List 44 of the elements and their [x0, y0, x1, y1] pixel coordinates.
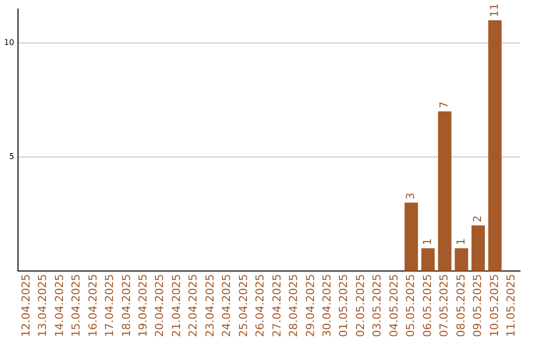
- x-tick-label: 13.04.2025: [36, 274, 50, 338]
- x-tick-label: 20.04.2025: [153, 274, 166, 338]
- x-tick-label: 09.05.2025: [471, 274, 484, 338]
- x-tick-label: 08.05.2025: [454, 274, 468, 338]
- y-tick-label: 5: [9, 152, 14, 162]
- x-tick-label: 05.05.2025: [404, 274, 418, 338]
- bar: [488, 20, 502, 272]
- bar: [471, 225, 485, 272]
- x-tick-label: 19.04.2025: [136, 274, 150, 338]
- x-tick-label: 28.04.2025: [287, 274, 300, 338]
- x-tick-label: 12.04.2025: [19, 274, 32, 338]
- x-tick-label: 14.04.2025: [52, 274, 66, 338]
- x-tick-label: 10.05.2025: [488, 274, 501, 338]
- bar: [438, 111, 452, 272]
- x-tick-label: 11.05.2025: [504, 274, 518, 338]
- x-tick-label: 02.05.2025: [354, 274, 367, 338]
- data-label: 1: [420, 238, 434, 246]
- x-tick-label: 16.04.2025: [86, 274, 100, 338]
- x-tick-label: 03.05.2025: [370, 274, 384, 338]
- x-tick-label: 17.04.2025: [103, 274, 116, 338]
- data-label: 3: [404, 192, 418, 200]
- x-tick-label: 04.05.2025: [387, 274, 400, 338]
- bar: [421, 248, 435, 272]
- x-tick-label: 24.04.2025: [220, 274, 234, 338]
- data-label: 7: [438, 101, 451, 108]
- x-tick-label: 26.04.2025: [254, 274, 267, 338]
- bar: [454, 248, 468, 272]
- x-tick-label: 06.05.2025: [420, 274, 434, 338]
- x-tick-label: 25.04.2025: [236, 274, 250, 338]
- x-tick-label: 29.04.2025: [304, 274, 317, 338]
- y-tick-label: 10: [4, 38, 14, 48]
- data-label: 1: [454, 238, 468, 246]
- x-tick-label: 01.05.2025: [337, 274, 350, 338]
- x-tick-label: 22.04.2025: [186, 274, 200, 338]
- x-tick-label: 18.04.2025: [120, 274, 133, 338]
- x-tick-label: 21.04.2025: [170, 274, 183, 338]
- x-tick-label: 07.05.2025: [438, 274, 451, 338]
- bar: [404, 202, 418, 272]
- x-tick-label: 27.04.2025: [270, 274, 284, 338]
- x-tick-label: 30.04.2025: [320, 274, 334, 338]
- x-tick-label: 23.04.2025: [203, 274, 216, 338]
- data-label: 11: [488, 3, 501, 18]
- data-label: 2: [471, 215, 484, 222]
- x-tick-label: 15.04.2025: [70, 274, 83, 338]
